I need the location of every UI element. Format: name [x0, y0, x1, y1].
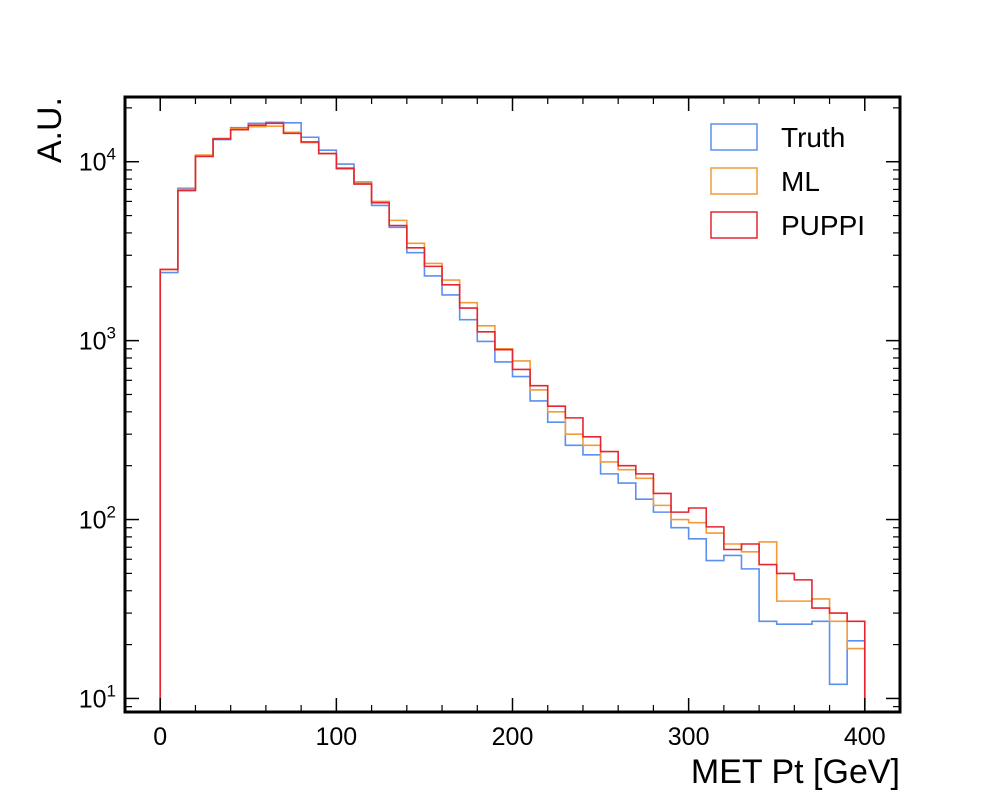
y-tick-exponent: 2 — [107, 503, 116, 522]
legend-item-truth: Truth — [710, 122, 845, 153]
series-ml — [159, 125, 866, 712]
legend-item-ml: ML — [710, 166, 820, 197]
y-tick-base: 10 — [79, 685, 107, 713]
y-tick-label: 103 — [79, 324, 116, 356]
legend-label: ML — [781, 166, 820, 197]
series-puppi — [159, 122, 866, 712]
y-tick-exponent: 4 — [107, 145, 116, 164]
y-tick-label: 102 — [79, 503, 116, 535]
x-tick-label: 100 — [316, 723, 358, 751]
y-tick-base: 10 — [79, 149, 107, 177]
series-line-truth — [159, 121, 866, 712]
legend-label: Truth — [781, 122, 845, 153]
legend: Truth ML PUPPI — [710, 122, 865, 241]
legend-swatch — [710, 211, 758, 239]
y-tick-label: 101 — [79, 681, 116, 713]
series-truth — [159, 121, 866, 712]
series-line-puppi — [159, 122, 866, 712]
histogram-series-group — [159, 121, 866, 712]
x-axis-title: MET Pt [GeV] — [691, 753, 900, 791]
y-tick-base: 10 — [79, 507, 107, 535]
y-axis-title: A.U. — [31, 97, 69, 163]
x-tick-label: 200 — [492, 723, 534, 751]
x-tick-label: 400 — [844, 723, 886, 751]
y-tick-base: 10 — [79, 328, 107, 356]
legend-item-puppi: PUPPI — [710, 210, 865, 241]
x-tick-label: 0 — [153, 723, 167, 751]
y-tick-label: 104 — [79, 145, 116, 177]
y-tick-exponent: 1 — [107, 681, 116, 700]
legend-label: PUPPI — [781, 210, 865, 241]
legend-swatch — [710, 123, 758, 151]
y-tick-exponent: 3 — [107, 324, 116, 343]
legend-swatch — [710, 167, 758, 195]
series-line-ml — [159, 125, 866, 712]
x-tick-label: 300 — [668, 723, 710, 751]
